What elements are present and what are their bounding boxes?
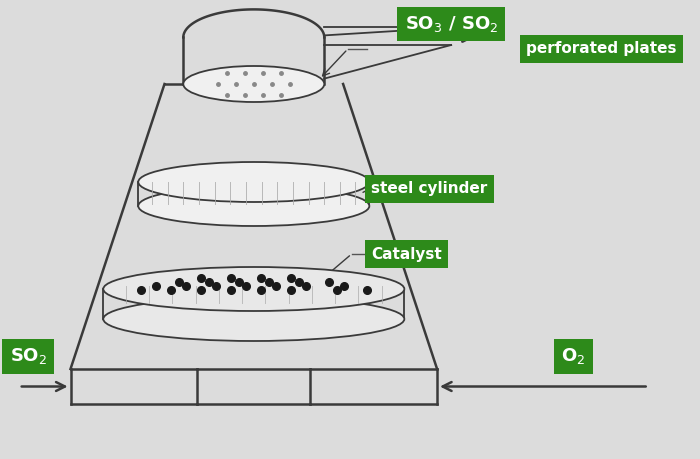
Text: perforated plates: perforated plates xyxy=(526,41,677,56)
Text: steel cylinder: steel cylinder xyxy=(371,181,487,196)
Ellipse shape xyxy=(139,162,370,202)
Ellipse shape xyxy=(183,66,324,102)
Ellipse shape xyxy=(104,297,405,341)
Text: Catalyst: Catalyst xyxy=(371,246,442,262)
Text: O$_2$: O$_2$ xyxy=(561,347,585,366)
Text: SO$_3$ / SO$_2$: SO$_3$ / SO$_2$ xyxy=(405,14,498,34)
Ellipse shape xyxy=(104,267,405,311)
Text: SO$_2$: SO$_2$ xyxy=(10,347,47,366)
Ellipse shape xyxy=(139,186,370,226)
